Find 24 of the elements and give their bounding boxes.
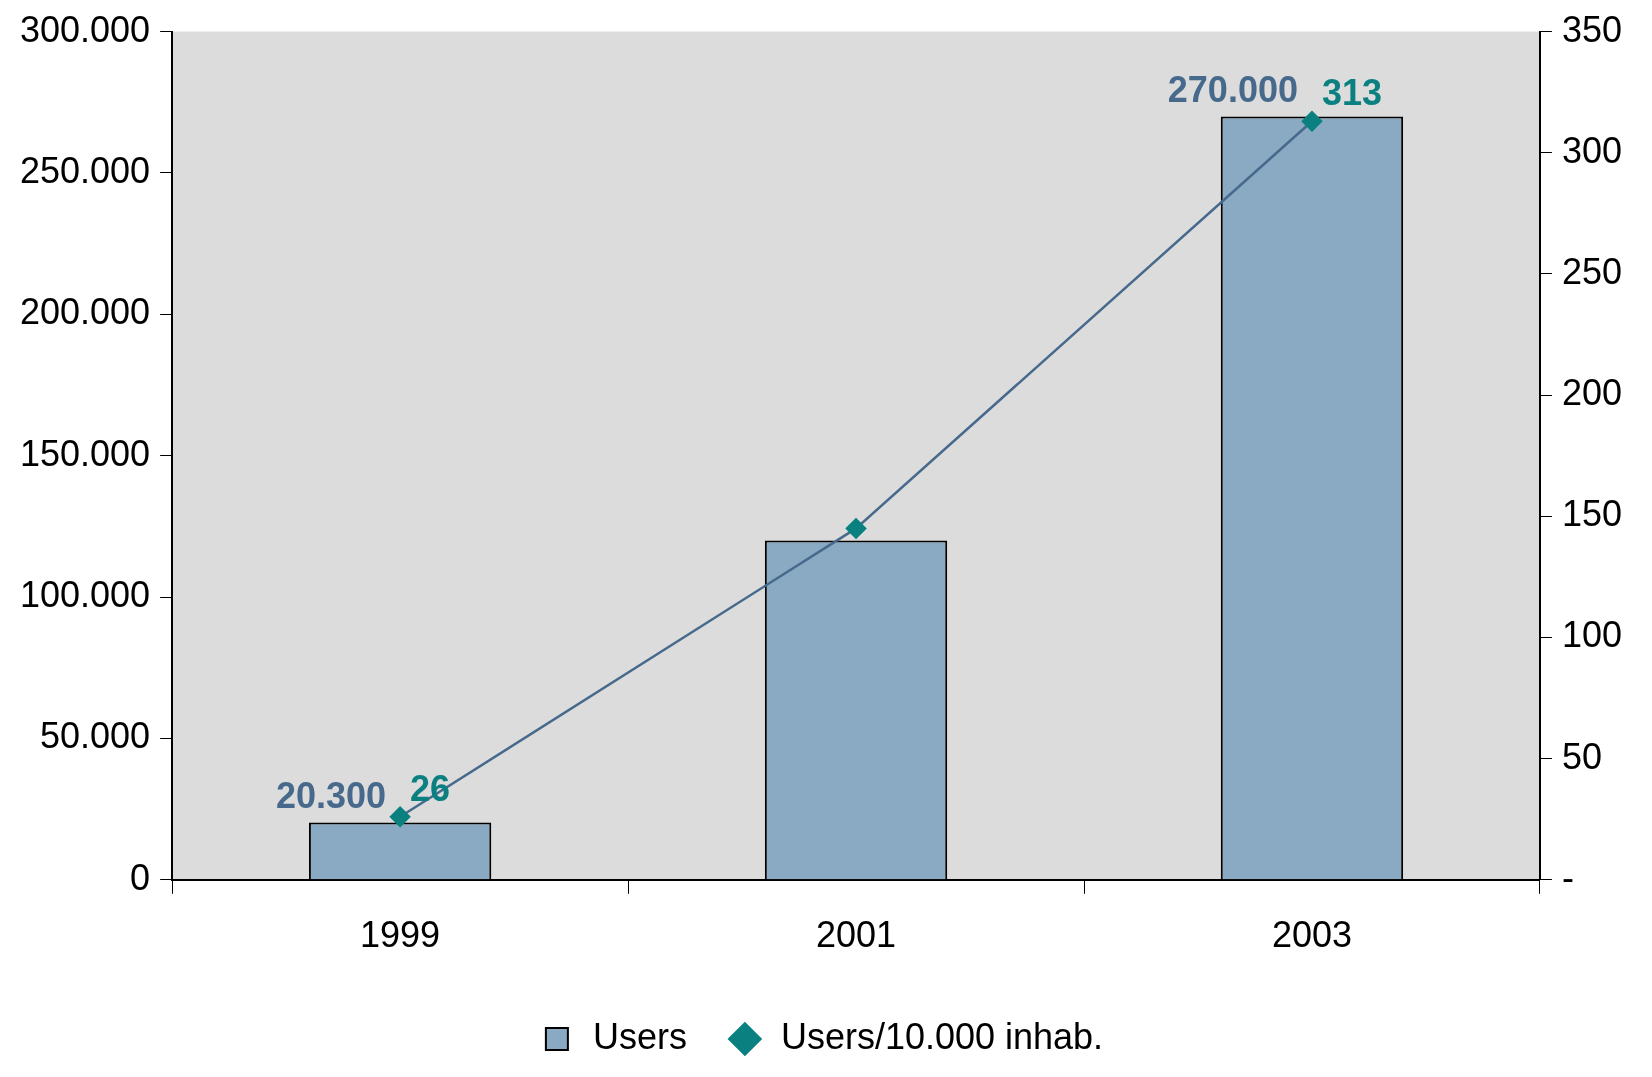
y2-tick-label: 250	[1561, 250, 1623, 292]
data-label: 26	[410, 767, 451, 809]
y2-tick-label: 350	[1561, 8, 1623, 50]
x-tick-label: 1999	[360, 914, 441, 956]
y2-tick-label: 200	[1561, 372, 1623, 414]
y-tick-label: 200.000	[19, 291, 151, 333]
x-tick-label: 2003	[1271, 914, 1353, 956]
y-tick-label: 250.000	[19, 149, 151, 191]
legend-label: Users	[592, 1015, 687, 1057]
y-tick-label: 300.000	[19, 8, 151, 50]
y2-tick-label: 50	[1561, 735, 1602, 777]
y2-tick-label: 150	[1561, 493, 1623, 535]
x-tick-label: 2001	[815, 914, 897, 956]
data-label: 313	[1321, 72, 1383, 114]
y-tick-label: 0	[130, 856, 151, 898]
y-tick-label: 100.000	[19, 573, 151, 615]
y2-tick-label: 300	[1561, 129, 1623, 171]
y2-tick-label: 100	[1561, 614, 1623, 656]
data-label: 20.300	[275, 775, 387, 817]
legend-label: Users/10.000 inhab.	[780, 1015, 1104, 1057]
y-tick-label: 150.000	[19, 432, 151, 474]
y-tick-label: 50.000	[40, 715, 151, 757]
y2-tick-label: -	[1561, 856, 1574, 898]
data-label: 270.000	[1167, 69, 1298, 111]
